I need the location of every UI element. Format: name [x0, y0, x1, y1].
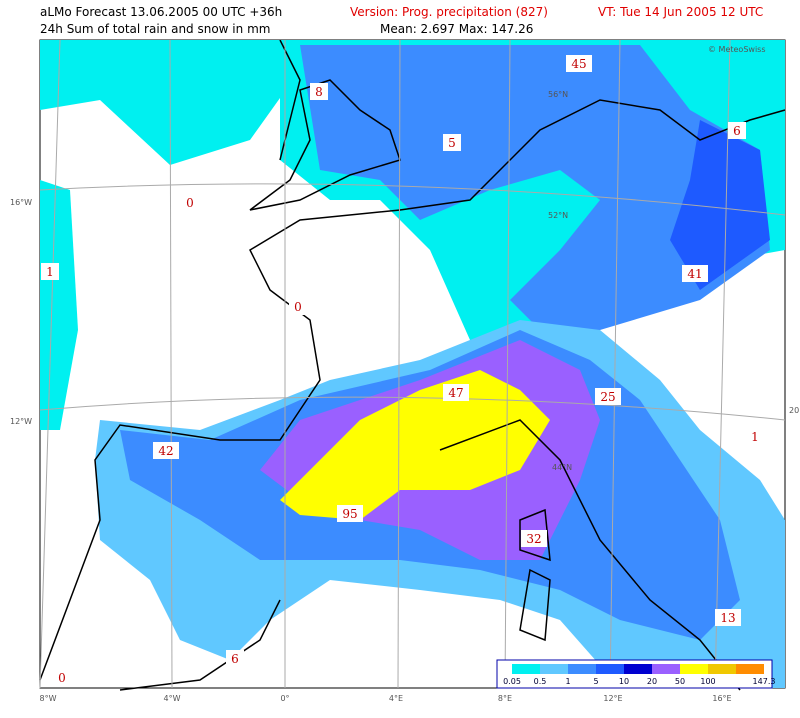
legend-swatch: [568, 664, 596, 674]
legend-swatch: [736, 664, 764, 674]
map-label: 6: [231, 652, 239, 666]
coastline: [439, 419, 741, 691]
legend-label: 20: [647, 677, 657, 686]
map-label: 41: [687, 267, 702, 281]
legend-label: 0.5: [534, 677, 547, 686]
map: [39, 39, 786, 691]
precip-area: [280, 370, 550, 520]
parallels: [39, 183, 786, 421]
map-label: 13: [720, 611, 735, 625]
coastline: [249, 79, 401, 211]
legend: 0.05 0.5 1 5 10 20 50 100 147.3: [496, 659, 776, 689]
legend-label: 0.05: [503, 677, 521, 686]
island: [519, 508, 551, 642]
subtitle: 24h Sum of total rain and snow in mm: [40, 22, 270, 36]
map-label: 47: [448, 386, 463, 400]
lat-label: 44°N: [552, 463, 572, 472]
map-label-box: [746, 428, 764, 445]
legend-swatch: [512, 664, 540, 674]
map-label: 25: [600, 390, 615, 404]
lat-label: 20: [789, 406, 799, 415]
map-label-box: [682, 265, 708, 282]
legend-label: 1: [565, 677, 570, 686]
map-label-box: [521, 530, 547, 547]
meridians: [39, 39, 731, 689]
lat-label: 16°W: [10, 198, 32, 207]
legend-swatch: [652, 664, 680, 674]
map-label-box: [728, 122, 746, 139]
precip-area: [300, 45, 770, 330]
lat-label: 12°W: [10, 417, 32, 426]
lon-label: 4°W: [164, 694, 181, 703]
map-label: 1: [751, 430, 759, 444]
map-label-box: [226, 650, 244, 667]
map-label-box: [41, 263, 59, 280]
lon-label: 4°E: [389, 694, 403, 703]
map-label-box: [181, 194, 199, 211]
legend-label: 10: [619, 677, 629, 686]
legend-swatch: [596, 664, 624, 674]
lon-label: 12°E: [603, 694, 622, 703]
map-label: 1: [46, 265, 54, 279]
map-label: 8: [315, 85, 323, 99]
legend-label: 147.3: [753, 677, 776, 686]
coastline: [39, 99, 786, 681]
valid-time: VT: Tue 14 Jun 2005 12 UTC: [598, 5, 763, 19]
lon-label: 8°W: [40, 694, 57, 703]
map-label-box: [566, 55, 592, 72]
map-label: 42: [158, 444, 173, 458]
precip-area: [670, 120, 770, 290]
lat-label: 52°N: [548, 211, 568, 220]
map-label: 45: [571, 57, 586, 71]
map-label-box: [53, 669, 71, 686]
map-label-box: [443, 134, 461, 151]
lon-label: 0°: [280, 694, 289, 703]
lon-label: 8°E: [498, 694, 512, 703]
lon-labels: 8°W 4°W 0° 4°E 8°E 12°E 16°E: [40, 694, 732, 703]
map-label: 0: [58, 671, 66, 685]
map-label-box: [595, 388, 621, 405]
map-label: 32: [526, 532, 541, 546]
graticule: [39, 39, 786, 689]
map-label-box: [443, 384, 469, 401]
map-label: 0: [294, 300, 302, 314]
map-label-box: [153, 442, 179, 459]
lat-label: 56°N: [548, 90, 568, 99]
map-label: 0: [186, 196, 194, 210]
legend-label: 50: [675, 677, 685, 686]
map-label: 6: [733, 124, 741, 138]
legend-swatch: [540, 664, 568, 674]
stats: Mean: 2.697 Max: 147.26: [380, 22, 533, 36]
map-label-box: [337, 505, 363, 522]
legend-swatch: [680, 664, 708, 674]
copyright: © MeteoSwiss: [708, 45, 766, 54]
map-label: 5: [448, 136, 456, 150]
legend-label: 5: [593, 677, 598, 686]
version: Version: Prog. precipitation (827): [350, 5, 548, 19]
title: aLMo Forecast 13.06.2005 00 UTC +36h: [40, 5, 282, 19]
map-label-box: [715, 609, 741, 626]
map-label-box: [289, 298, 307, 315]
precip-area: [40, 40, 330, 165]
legend-swatch: [624, 664, 652, 674]
map-label: 95: [342, 507, 357, 521]
legend-swatch: [708, 664, 736, 674]
map-label-box: [310, 83, 328, 100]
lon-label: 16°E: [712, 694, 731, 703]
legend-label: 100: [700, 677, 715, 686]
